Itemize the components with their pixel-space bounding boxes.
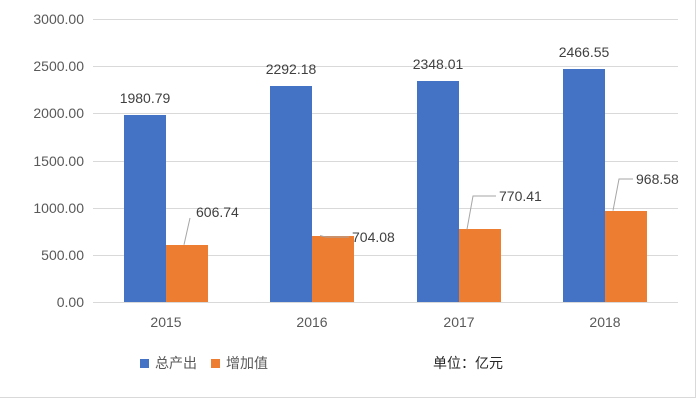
data-label: 1980.79 (119, 90, 171, 107)
data-label: 968.58 (636, 171, 679, 187)
bar-value-added (166, 244, 208, 302)
y-tick-label: 1000.00 (33, 200, 84, 216)
y-tick-label: 0.00 (56, 294, 84, 310)
y-tick-label: 1500.00 (33, 153, 84, 169)
legend: 总产出 增加值 (140, 353, 268, 373)
y-tick-label: 3000.00 (33, 11, 84, 27)
bar-output (563, 69, 605, 302)
bar-value-added (459, 229, 501, 302)
data-label: 2348.01 (412, 55, 464, 72)
bar-output (417, 80, 459, 302)
x-tick-label: 2017 (443, 314, 475, 330)
gridline (93, 161, 678, 162)
gridline (93, 302, 678, 303)
data-label: 606.74 (196, 204, 239, 220)
gridline (93, 19, 678, 20)
gridline (93, 208, 678, 209)
unit-note: 单位：亿元 (433, 355, 503, 371)
y-tick-label: 2000.00 (33, 105, 84, 121)
data-label: 770.41 (499, 188, 542, 204)
bar-output (270, 85, 312, 302)
data-label: 2292.18 (265, 60, 317, 77)
legend-label-output: 总产出 (155, 355, 197, 371)
data-label: 2466.55 (558, 44, 610, 61)
x-tick-label: 2018 (589, 314, 621, 330)
legend-label-value-added: 增加值 (226, 355, 268, 371)
bar-value-added (605, 210, 647, 302)
gridline (93, 66, 678, 67)
bar-value-added (312, 235, 354, 302)
bar-output (124, 115, 166, 302)
legend-swatch-output (140, 358, 149, 368)
y-tick-label: 2500.00 (33, 58, 84, 74)
x-tick-label: 2015 (150, 314, 182, 330)
gridline (93, 113, 678, 114)
data-label: 704.08 (352, 229, 395, 245)
gridline (93, 255, 678, 256)
x-tick-label: 2016 (296, 314, 328, 330)
legend-swatch-value-added (211, 358, 220, 368)
y-tick-label: 500.00 (41, 247, 84, 263)
